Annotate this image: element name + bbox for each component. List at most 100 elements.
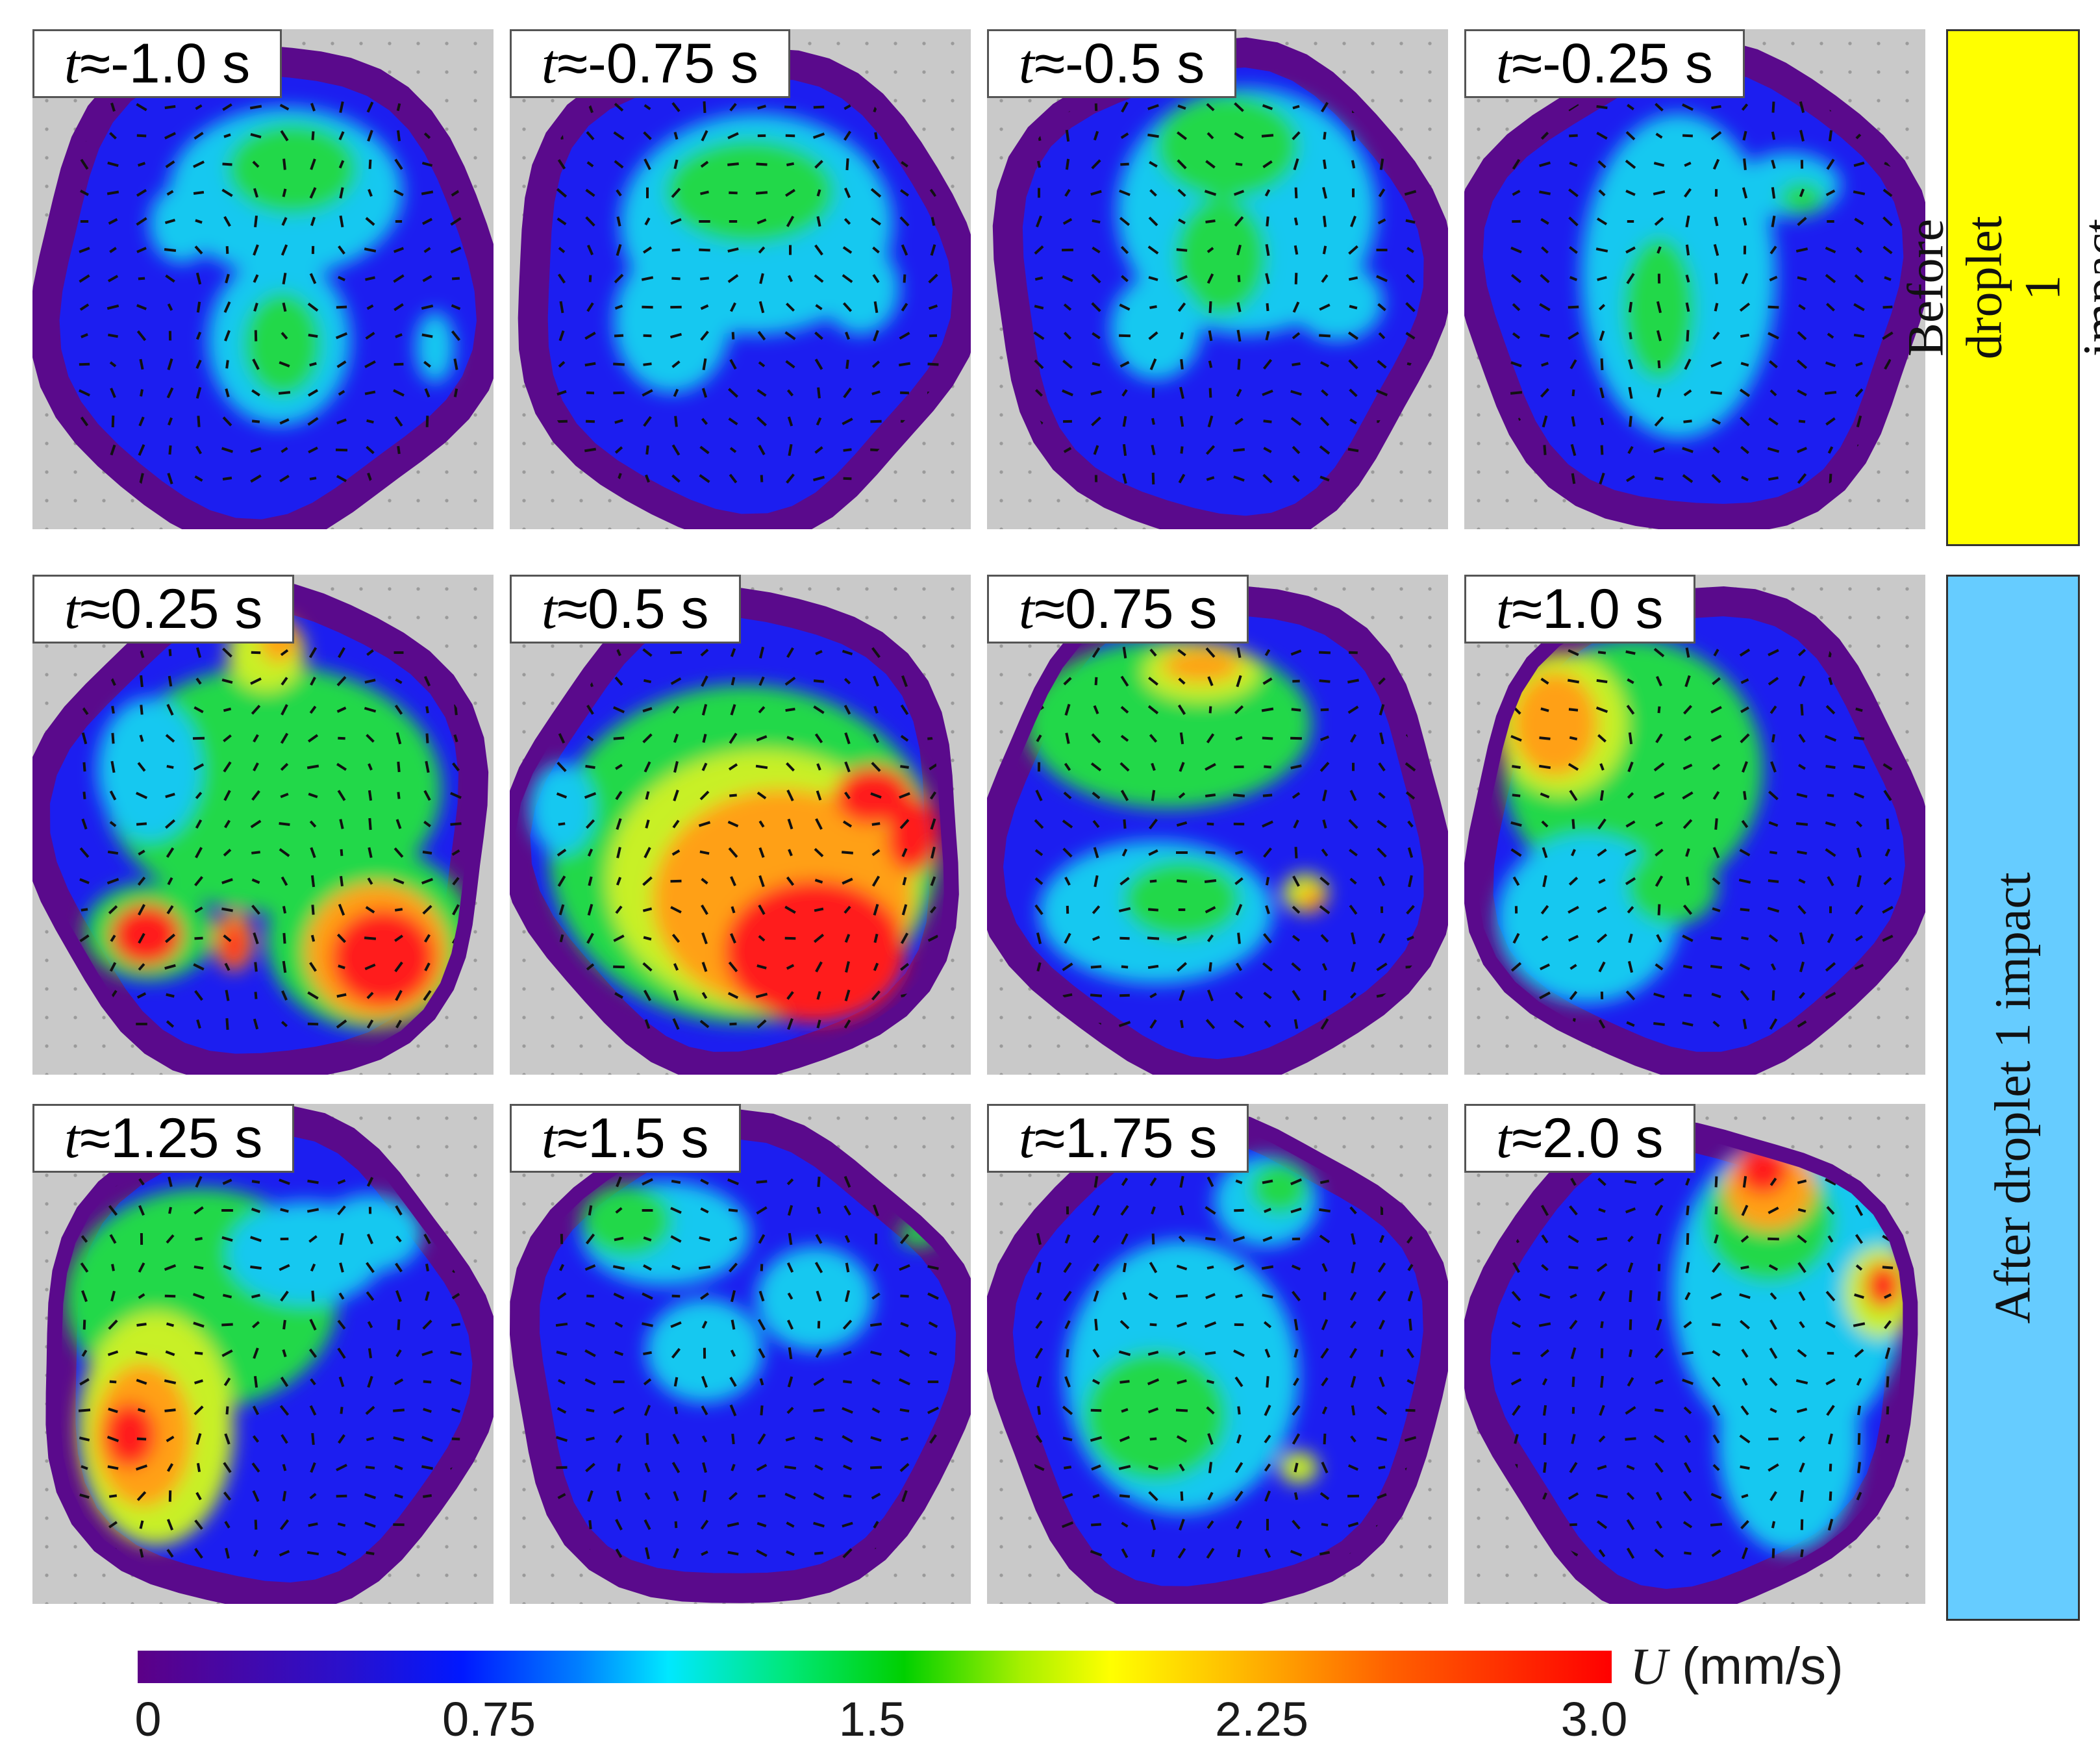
- velocity-vector: [644, 104, 651, 110]
- velocity-vector: [222, 162, 232, 166]
- velocity-vector: [195, 1492, 202, 1501]
- velocity-vector: [1600, 1375, 1604, 1388]
- velocity-vector: [817, 387, 821, 399]
- velocity-vector: [1321, 1377, 1329, 1387]
- velocity-vector: [1151, 790, 1156, 801]
- velocity-vector: [81, 990, 88, 1001]
- time-label: t≈-0.75 s: [510, 29, 791, 98]
- velocity-vector: [168, 417, 173, 426]
- velocity-vector: [336, 706, 347, 713]
- velocity-vector: [1856, 875, 1862, 888]
- velocity-vector: [642, 962, 653, 972]
- velocity-vector: [873, 904, 879, 916]
- velocity-vector: [644, 1519, 651, 1531]
- velocity-vector: [784, 105, 796, 109]
- velocity-vector: [870, 1322, 882, 1327]
- velocity-vector: [728, 961, 738, 973]
- velocity-vector: [1739, 1319, 1751, 1330]
- velocity-vector: [929, 188, 937, 197]
- velocity-vector: [1121, 965, 1129, 969]
- velocity-vector: [815, 1234, 823, 1244]
- velocity-vector: [1062, 962, 1073, 971]
- velocity-vector: [1600, 445, 1604, 455]
- velocity-vector: [366, 734, 375, 743]
- velocity-vector: [1595, 247, 1608, 253]
- velocity-vector: [727, 1551, 739, 1556]
- velocity-vector: [1855, 1264, 1863, 1271]
- velocity-vector: [195, 647, 202, 658]
- velocity-vector: [1292, 1290, 1301, 1302]
- velocity-vector: [1120, 790, 1129, 801]
- velocity-vector: [816, 1206, 821, 1214]
- velocity-vector: [365, 217, 375, 226]
- velocity-vector: [453, 1519, 458, 1530]
- velocity-vector: [396, 103, 401, 112]
- velocity-vector: [1682, 474, 1694, 483]
- velocity-vector: [1348, 359, 1358, 369]
- velocity-vector: [842, 418, 853, 425]
- velocity-vector: [1771, 216, 1776, 227]
- velocity-vector: [556, 1020, 568, 1028]
- velocity-vector: [450, 822, 462, 826]
- velocity-vector: [1093, 705, 1099, 714]
- velocity-vector: [671, 474, 681, 483]
- velocity-vector: [1378, 1466, 1386, 1469]
- velocity-vector: [1177, 649, 1186, 656]
- velocity-vector: [109, 1234, 117, 1244]
- velocity-vector: [309, 820, 317, 828]
- velocity-vector: [1741, 1494, 1749, 1499]
- velocity-vector: [1655, 132, 1663, 139]
- velocity-vector: [1261, 1265, 1274, 1270]
- after-impact-box: After droplet 1 impact: [1946, 575, 2080, 1621]
- velocity-vector: [674, 416, 678, 427]
- velocity-vector: [1884, 444, 1891, 456]
- velocity-vector: [785, 303, 795, 312]
- velocity-vector: [280, 1208, 289, 1213]
- velocity-vector: [1408, 875, 1413, 888]
- velocity-vector: [1827, 1235, 1834, 1243]
- velocity-vector: [1120, 1205, 1129, 1216]
- velocity-vector: [165, 160, 175, 168]
- velocity-vector: [786, 389, 794, 397]
- velocity-vector: [1712, 331, 1720, 340]
- velocity-vector: [702, 358, 707, 371]
- velocity-vector: [165, 792, 175, 799]
- velocity-vector: [1292, 105, 1300, 110]
- velocity-vector: [1511, 1321, 1521, 1329]
- velocity-vector: [899, 1021, 910, 1027]
- velocity-vector: [310, 1263, 316, 1272]
- velocity-vector: [167, 303, 173, 311]
- velocity-vector: [338, 245, 345, 255]
- velocity-vector: [1653, 447, 1665, 453]
- velocity-vector: [194, 990, 203, 1001]
- velocity-vector: [279, 1264, 290, 1271]
- velocity-vector: [701, 675, 708, 687]
- velocity-vector: [699, 277, 710, 281]
- velocity-vector: [1235, 904, 1243, 916]
- velocity-vector: [1062, 1436, 1073, 1442]
- velocity-vector: [1264, 1490, 1271, 1502]
- velocity-vector: [1739, 963, 1751, 971]
- velocity-vector: [365, 1406, 375, 1415]
- velocity-vector: [306, 1551, 319, 1556]
- velocity-vector: [281, 990, 288, 1001]
- velocity-vector: [1091, 273, 1101, 284]
- velocity-vector: [1062, 389, 1073, 397]
- velocity-vectors: [78, 1175, 462, 1559]
- velocity-vector: [1799, 1321, 1805, 1329]
- velocity-vector: [1629, 416, 1632, 427]
- velocity-vector: [368, 159, 372, 169]
- velocity-vector: [1797, 905, 1806, 915]
- velocity-vector: [1090, 994, 1103, 997]
- velocity-vector: [1512, 190, 1521, 196]
- velocity-vector: [1654, 1348, 1664, 1358]
- velocity-blobs: [1497, 640, 1763, 1003]
- velocity-vector: [730, 704, 736, 716]
- velocity-vector: [1266, 216, 1269, 227]
- velocity-vector: [281, 1434, 288, 1444]
- velocity-vector: [366, 1233, 374, 1245]
- velocity-vector: [136, 304, 147, 310]
- velocity-vector: [1742, 761, 1748, 773]
- velocity-vector: [1406, 247, 1414, 253]
- velocity-vector: [1263, 992, 1272, 999]
